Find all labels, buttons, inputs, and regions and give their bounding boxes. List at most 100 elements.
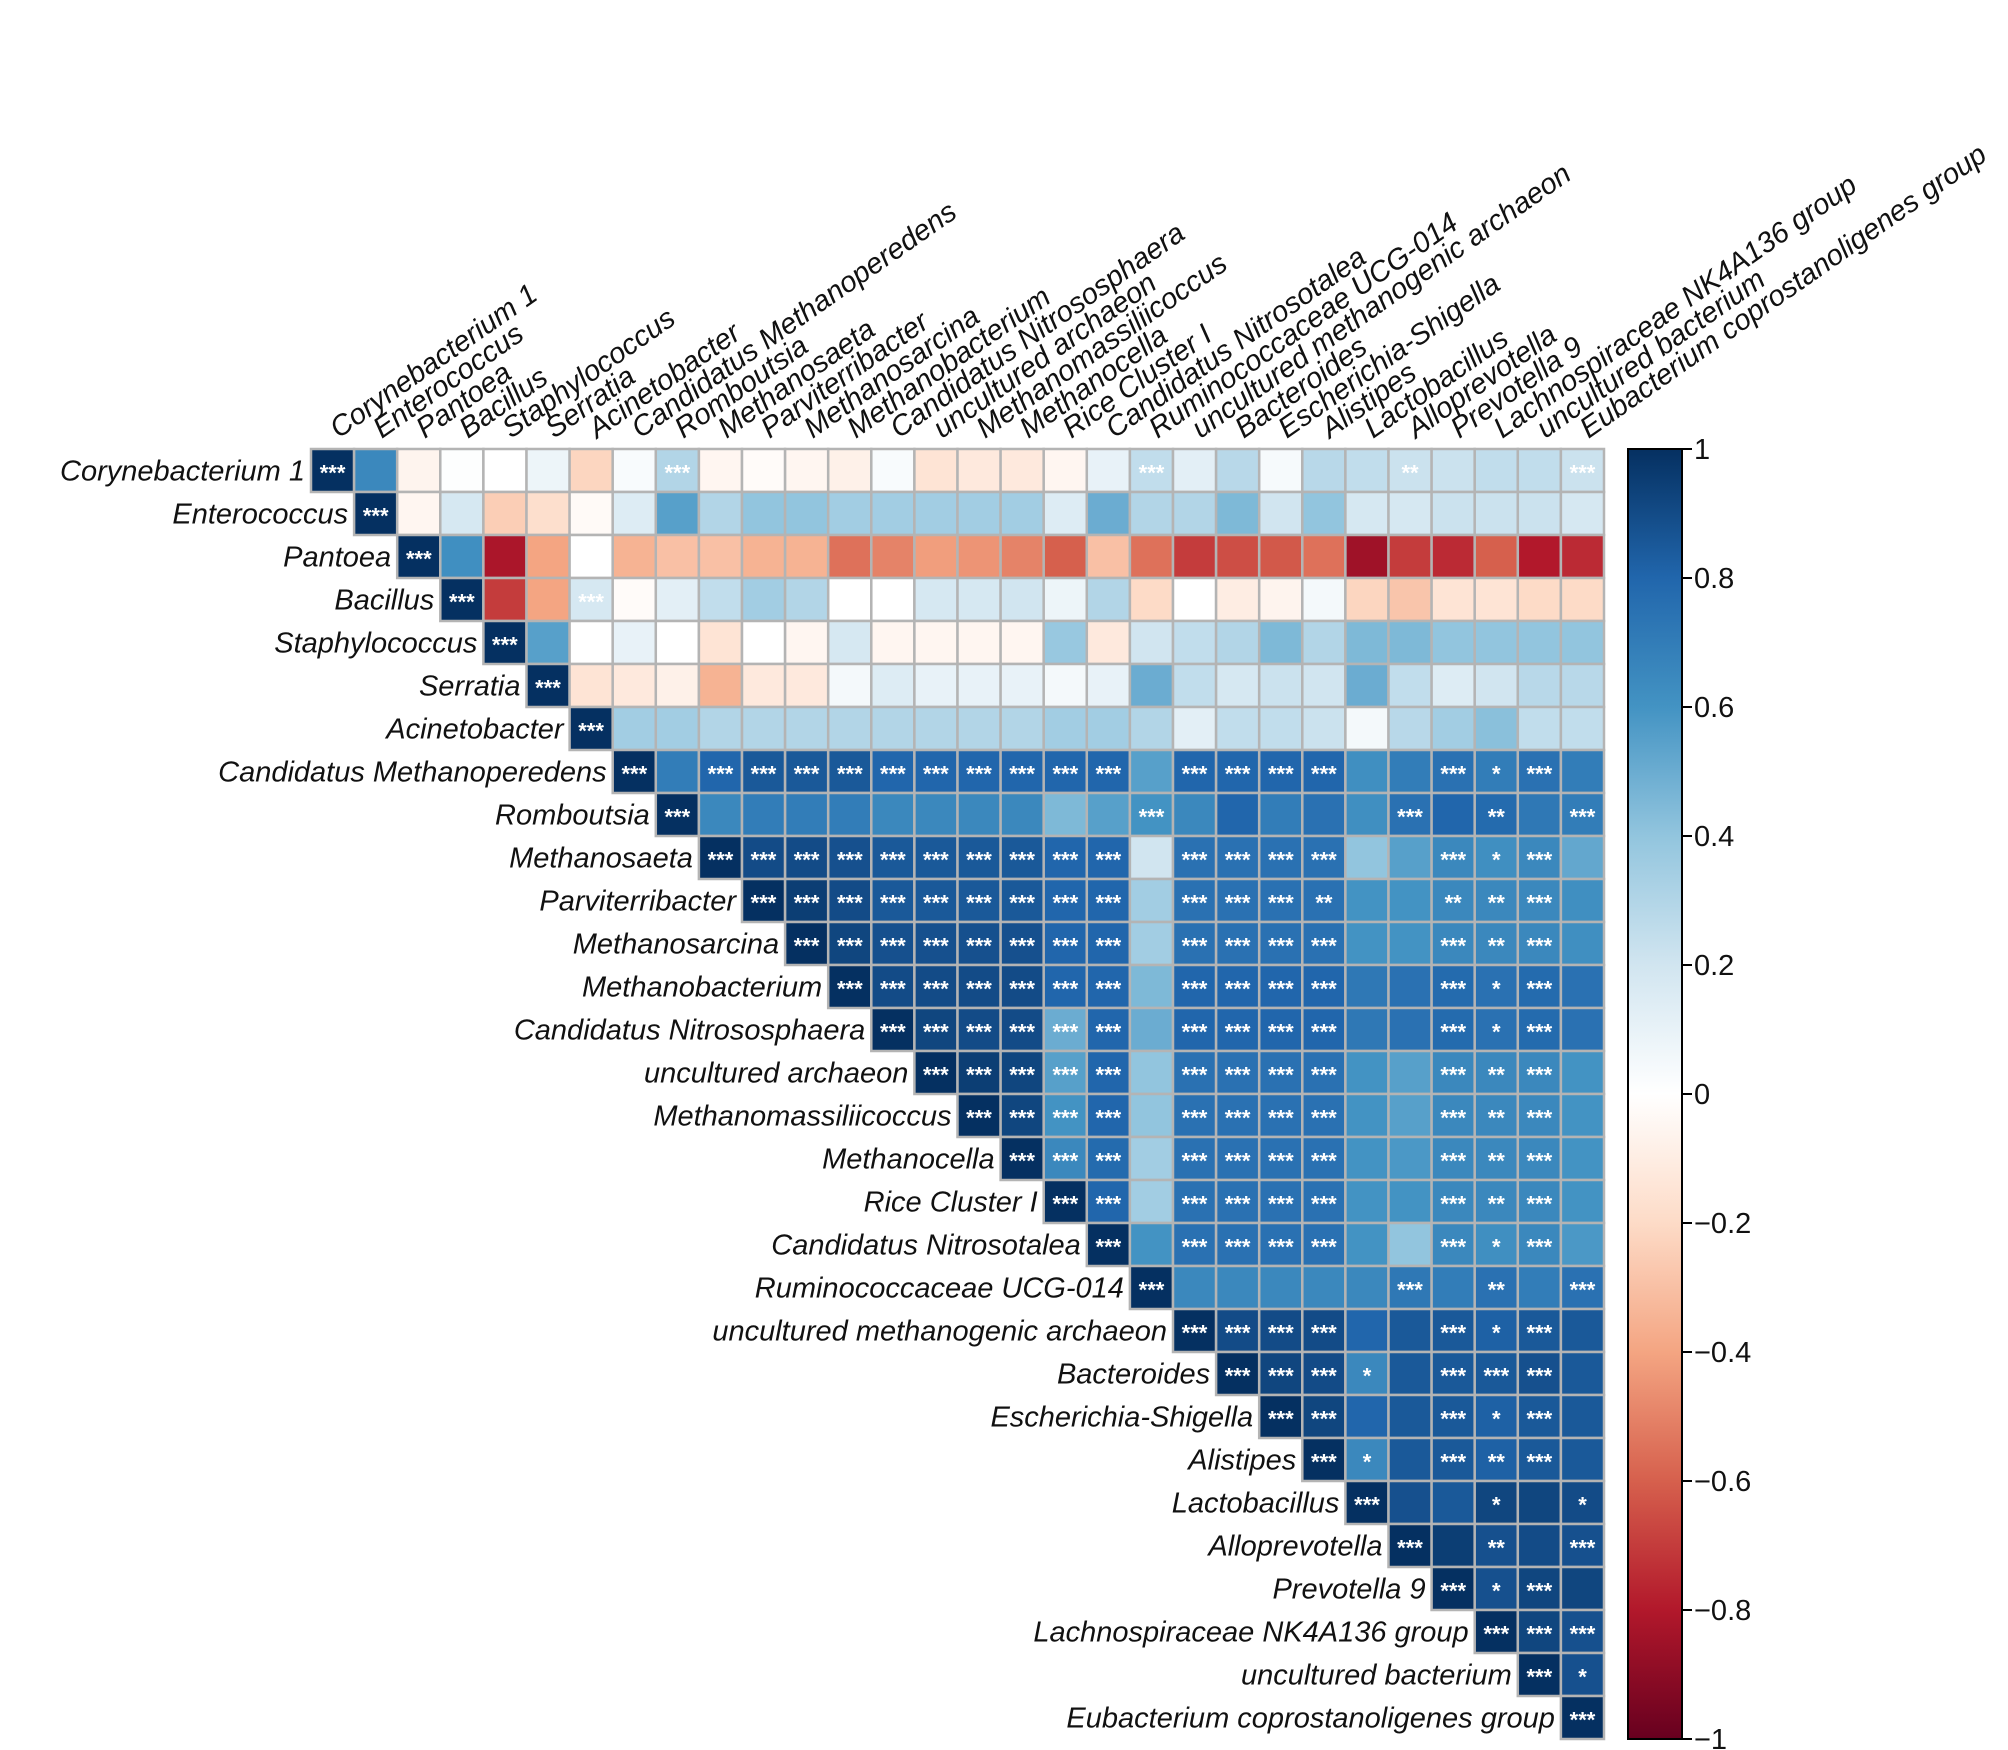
heatmap-cell	[654, 619, 701, 666]
significance-label: ***	[751, 891, 777, 916]
heatmap-cell	[1559, 877, 1606, 924]
heatmap-cell	[1387, 576, 1433, 623]
significance-label: ***	[1225, 891, 1251, 916]
significance-label: ***	[1225, 934, 1251, 959]
significance-label: ***	[1096, 1106, 1122, 1131]
colorbar-tick-label: −0.4	[1694, 1337, 1751, 1369]
row-label: Pantoea	[283, 542, 391, 574]
significance-label: ***	[1570, 805, 1596, 830]
row-label: Alistipes	[1186, 1445, 1296, 1477]
heatmap-cell	[1301, 619, 1347, 666]
significance-label: ***	[1440, 1235, 1466, 1260]
heatmap-cell	[999, 1006, 1045, 1053]
heatmap-cell	[870, 920, 916, 967]
significance-label: ***	[1311, 977, 1337, 1002]
significance-label: ***	[1440, 848, 1466, 873]
column-labels: Corynebacterium 1EnterococcusPantoeaBaci…	[324, 138, 1992, 446]
heatmap-cell	[1387, 1092, 1433, 1139]
significance-label: **	[1445, 891, 1463, 916]
row-label: Prevotella 9	[1272, 1574, 1425, 1606]
significance-label: ***	[1268, 1192, 1294, 1217]
significance-label: ***	[1526, 1665, 1552, 1690]
row-label: uncultured archaeon	[644, 1058, 908, 1090]
significance-label: *	[1492, 848, 1501, 873]
row-label: Acinetobacter	[384, 714, 565, 746]
heatmap-cell	[1171, 791, 1218, 838]
heatmap-cell	[1430, 447, 1476, 494]
heatmap-cell	[1042, 490, 1089, 537]
heatmap-cell	[826, 662, 873, 709]
heatmap-cell	[611, 576, 658, 623]
heatmap-cell	[1301, 1264, 1347, 1311]
heatmap-cell	[1085, 447, 1132, 494]
heatmap-cell	[826, 705, 873, 752]
heatmap-cell	[482, 490, 528, 537]
significance-label: *	[1492, 977, 1501, 1002]
row-label: Methanomassiliicoccus	[653, 1101, 951, 1133]
heatmap-cell	[568, 619, 614, 666]
heatmap-cell	[611, 662, 658, 709]
heatmap-cell	[1430, 576, 1476, 623]
significance-label: ***	[1311, 1450, 1337, 1475]
significance-label: ***	[1440, 762, 1466, 787]
heatmap-cell	[1387, 705, 1433, 752]
heatmap-cell	[913, 490, 959, 537]
heatmap-cell	[740, 791, 787, 838]
heatmap-cell	[870, 490, 916, 537]
significance-label: ***	[1570, 1278, 1596, 1303]
significance-label: ***	[1526, 1622, 1552, 1647]
significance-label: ***	[492, 633, 518, 658]
heatmap-cell	[1257, 705, 1304, 752]
heatmap-cell	[1430, 877, 1476, 924]
significance-label: ***	[1182, 891, 1208, 916]
heatmap-cell	[1516, 1049, 1563, 1096]
significance-label: ***	[966, 1106, 992, 1131]
significance-label: ***	[837, 934, 863, 959]
heatmap-cell	[740, 619, 787, 666]
column-label: Lachnospiraceae NK4A136 group	[1488, 169, 1863, 445]
heatmap-cell	[1516, 705, 1563, 752]
heatmap-cell	[1344, 619, 1390, 666]
significance-label: *	[1578, 1665, 1587, 1690]
heatmap-cell	[1128, 1178, 1175, 1225]
heatmap-cell	[1128, 490, 1175, 537]
heatmap-cell	[611, 619, 658, 666]
significance-label: **	[1488, 891, 1506, 916]
heatmap-cell	[1128, 1221, 1175, 1268]
heatmap-cell	[826, 447, 873, 494]
heatmap-cell	[1301, 533, 1347, 580]
heatmap-cell	[1559, 834, 1606, 881]
heatmap-cell	[740, 576, 787, 623]
heatmap-cell	[913, 877, 959, 924]
heatmap-cell	[1301, 1178, 1347, 1225]
significance-label: ***	[1268, 1235, 1294, 1260]
heatmap-cell	[740, 662, 787, 709]
heatmap-cell	[1128, 1049, 1175, 1096]
significance-label: ***	[1009, 1063, 1035, 1088]
heatmap-cell	[1430, 1264, 1476, 1311]
heatmap-cell	[1473, 662, 1520, 709]
significance-label: *	[1492, 1321, 1501, 1346]
heatmap-cell	[525, 447, 571, 494]
row-label: Rice Cluster I	[864, 1187, 1038, 1219]
significance-label: ***	[794, 762, 820, 787]
significance-label: ***	[1096, 1235, 1122, 1260]
significance-label: ***	[1570, 1536, 1596, 1561]
row-label: Staphylococcus	[274, 628, 477, 660]
significance-label: *	[1492, 762, 1501, 787]
significance-label: ***	[1182, 1063, 1208, 1088]
significance-label: ***	[1354, 1493, 1380, 1518]
heatmap-cell	[783, 877, 830, 924]
heatmap-cell	[439, 490, 485, 537]
heatmap-cell	[1387, 1393, 1433, 1440]
significance-label: ***	[1225, 1106, 1251, 1131]
heatmap-cell	[1516, 1522, 1563, 1569]
significance-label: ***	[1052, 934, 1078, 959]
heatmap-cell	[352, 490, 399, 537]
column-label: Eubacterium coprostanoligenes group	[1574, 138, 1992, 444]
heatmap-cell	[1559, 1049, 1606, 1096]
heatmap-cell	[1430, 1565, 1476, 1612]
row-label: Serratia	[419, 671, 521, 703]
heatmap-cell	[1559, 1006, 1606, 1053]
heatmap-cell	[1171, 877, 1218, 924]
